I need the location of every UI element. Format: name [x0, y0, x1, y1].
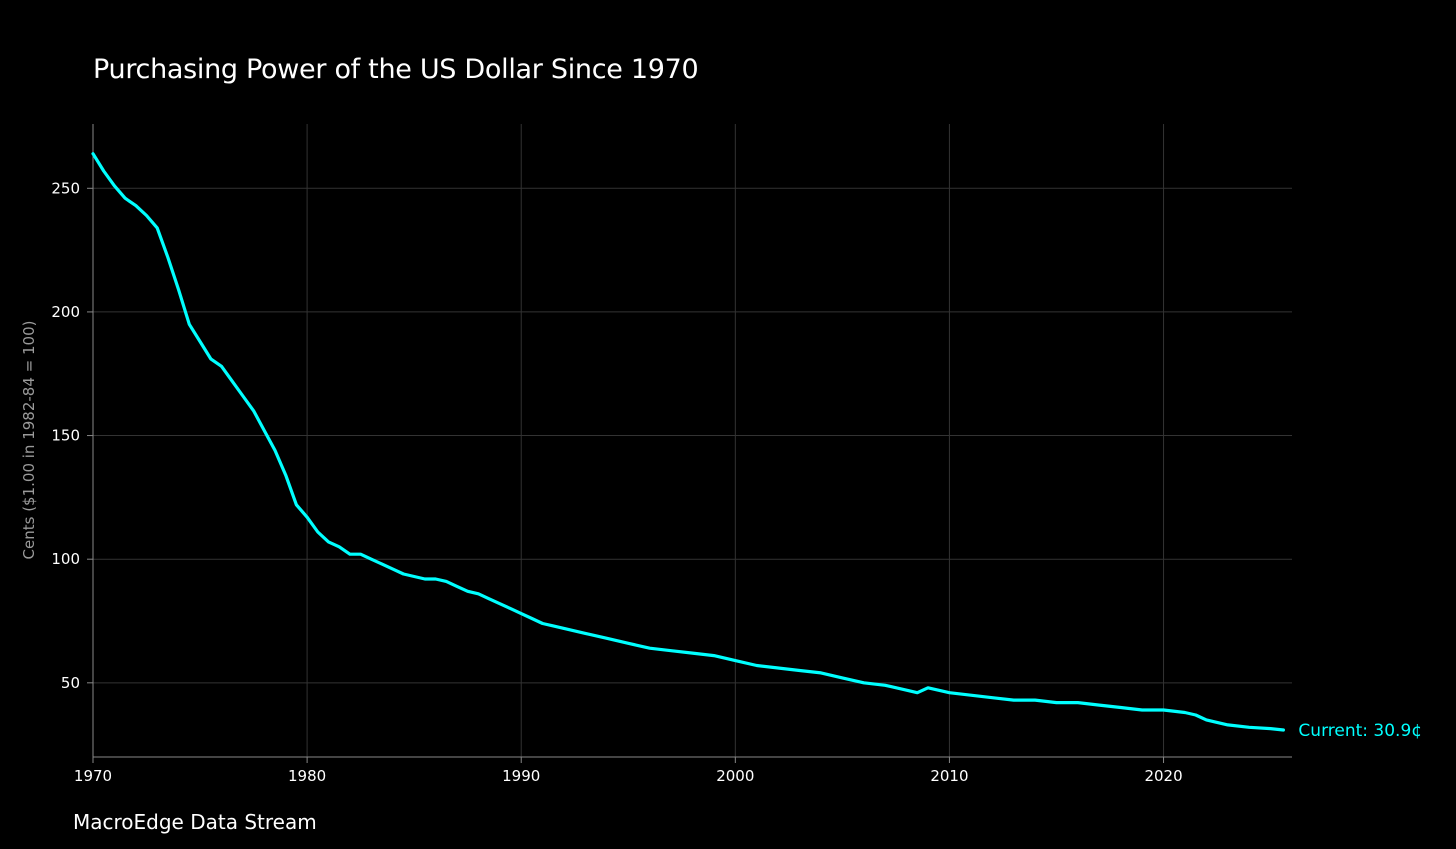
- y-tick-label: 50: [61, 674, 80, 692]
- y-tick-label: 250: [51, 179, 80, 197]
- y-tick-label: 100: [51, 550, 80, 568]
- grid-lines: [92, 124, 1292, 757]
- y-tick-label: 200: [51, 303, 80, 321]
- x-tick-label: 2010: [930, 767, 968, 785]
- chart-title: Purchasing Power of the US Dollar Since …: [93, 54, 699, 85]
- y-axis-title: Cents ($1.00 in 1982-84 = 100): [20, 321, 38, 560]
- x-tick-label: 2000: [716, 767, 754, 785]
- axes: [87, 124, 1292, 763]
- x-tick-label: 1990: [502, 767, 540, 785]
- series-layer: [91, 152, 1286, 732]
- x-tick-label: 1970: [74, 767, 112, 785]
- x-tick-label: 2020: [1144, 767, 1182, 785]
- current-value-annotation: Current: 30.9¢: [1298, 721, 1422, 741]
- tick-labels: 1970 1980 1990 2000 2010 2020 50 100 150 200 250: [51, 179, 1182, 785]
- y-tick-label: 150: [51, 427, 80, 445]
- source-label: MacroEdge Data Stream: [73, 810, 317, 834]
- x-tick-label: 1980: [288, 767, 326, 785]
- series-line: [91, 152, 1286, 732]
